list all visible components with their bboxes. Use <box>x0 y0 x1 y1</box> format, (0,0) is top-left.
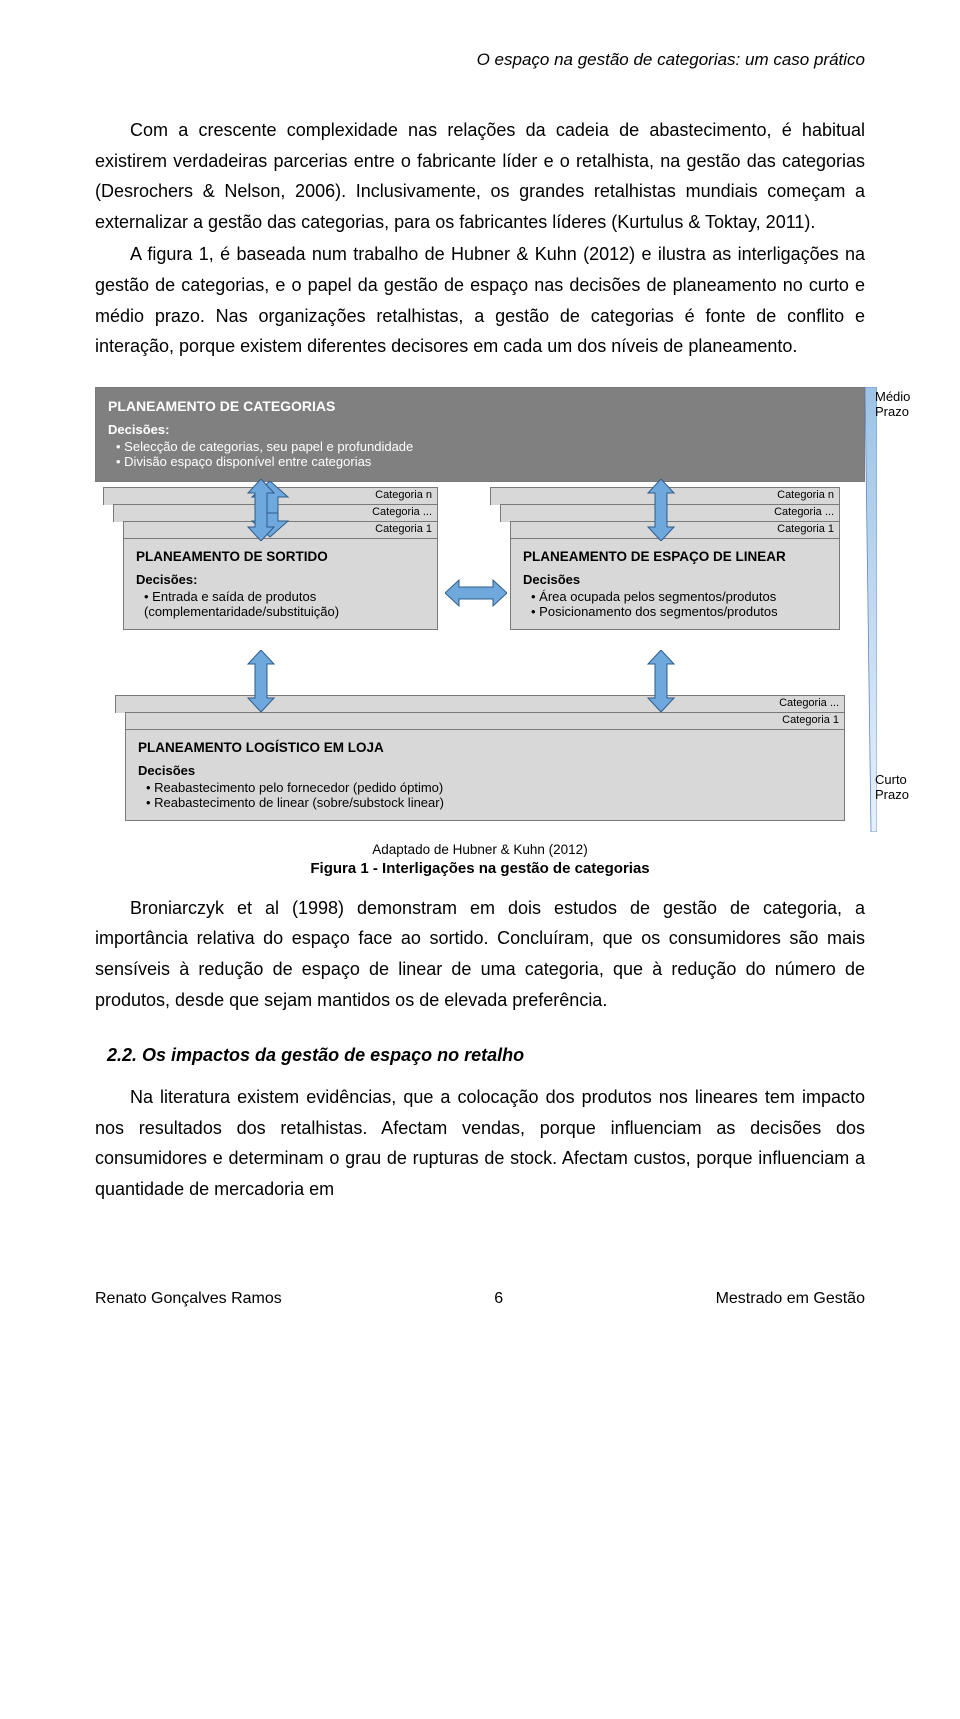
figure-1-diagram: Médio Prazo Curto Prazo PLANEAMENTO DE C… <box>95 387 865 832</box>
block4-item: Reabastecimento de linear (sobre/substoc… <box>146 795 832 810</box>
block-planeamento-logistico: PLANEAMENTO LOGÍSTICO EM LOJA Decisões R… <box>125 729 845 821</box>
block1-item: Selecção de categorias, seu papel e prof… <box>116 439 852 454</box>
label-medio-prazo: Médio Prazo <box>875 389 935 419</box>
block4-dec-title: Decisões <box>138 763 832 778</box>
paragraph-1: Com a crescente complexidade nas relaçõe… <box>95 115 865 237</box>
tab-categoria-dots-b: Categoria ... <box>115 695 845 713</box>
arrow-horiz-icon <box>445 572 507 614</box>
block-planeamento-sortido: PLANEAMENTO DE SORTIDO Decisões: Entrada… <box>123 538 438 630</box>
block2-list: Entrada e saída de produtos (complementa… <box>136 589 425 619</box>
paragraph-4: Na literatura existem evidências, que a … <box>95 1082 865 1204</box>
arrow-vert-icon <box>240 479 282 541</box>
paragraph-2: A figura 1, é baseada num trabalho de Hu… <box>95 239 865 361</box>
block3-item: Posicionamento dos segmentos/produtos <box>531 604 827 619</box>
block-planeamento-categorias: PLANEAMENTO DE CATEGORIAS Decisões: Sele… <box>95 387 865 482</box>
block4-item: Reabastecimento pelo fornecedor (pedido … <box>146 780 832 795</box>
block1-title: PLANEAMENTO DE CATEGORIAS <box>108 398 852 414</box>
arrow-vert-icon <box>640 479 682 541</box>
footer-program: Mestrado em Gestão <box>716 1290 865 1308</box>
page-header: O espaço na gestão de categorias: um cas… <box>95 50 865 70</box>
label-curto-prazo: Curto Prazo <box>875 772 935 802</box>
footer-page-number: 6 <box>494 1290 503 1308</box>
block3-list: Área ocupada pelos segmentos/produtos Po… <box>523 589 827 619</box>
block3-item: Área ocupada pelos segmentos/produtos <box>531 589 827 604</box>
block2-dec-title: Decisões: <box>136 572 425 587</box>
block1-dec-title: Decisões: <box>108 422 852 437</box>
footer-author: Renato Gonçalves Ramos <box>95 1290 282 1308</box>
figure-caption-title: Figura 1 - Interligações na gestão de ca… <box>95 860 865 877</box>
block4-title: PLANEAMENTO LOGÍSTICO EM LOJA <box>138 740 832 755</box>
gradient-side-icon <box>865 387 877 832</box>
paragraph-3: Broniarczyk et al (1998) demonstram em d… <box>95 893 865 1015</box>
section-2-2-title: 2.2. Os impactos da gestão de espaço no … <box>107 1045 865 1066</box>
block-planeamento-espaco-linear: PLANEAMENTO DE ESPAÇO DE LINEAR Decisões… <box>510 538 840 630</box>
block1-list: Selecção de categorias, seu papel e prof… <box>108 439 852 469</box>
arrow-vert-icon <box>640 650 682 712</box>
block1-item: Divisão espaço disponível entre categori… <box>116 454 852 469</box>
block2-item: Entrada e saída de produtos (complementa… <box>144 589 425 619</box>
block2-title: PLANEAMENTO DE SORTIDO <box>136 549 425 564</box>
block3-dec-title: Decisões <box>523 572 827 587</box>
figure-caption-source: Adaptado de Hubner & Kuhn (2012) <box>95 842 865 857</box>
arrow-vert-icon <box>240 650 282 712</box>
block3-title: PLANEAMENTO DE ESPAÇO DE LINEAR <box>523 549 827 564</box>
tab-categoria-1-b: Categoria 1 <box>125 712 845 730</box>
block4-list: Reabastecimento pelo fornecedor (pedido … <box>138 780 832 810</box>
page-footer: Renato Gonçalves Ramos 6 Mestrado em Ges… <box>95 1290 865 1308</box>
